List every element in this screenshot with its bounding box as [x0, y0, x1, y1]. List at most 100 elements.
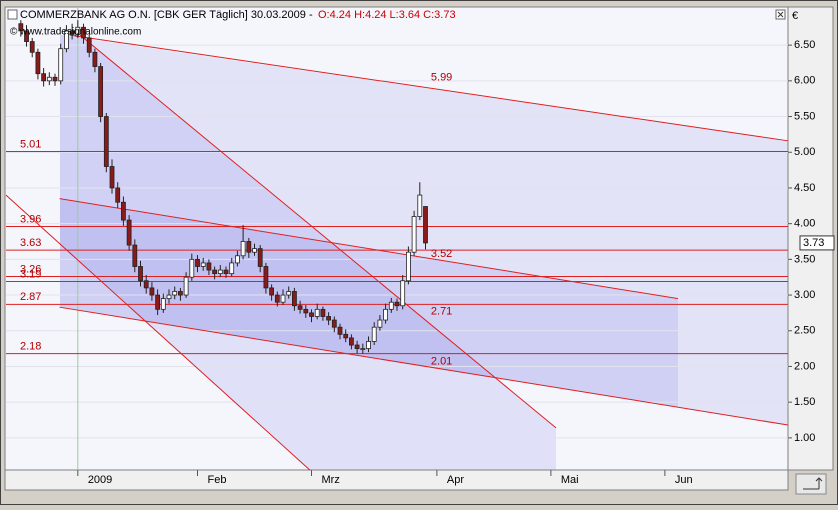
- candle-body: [229, 262, 235, 275]
- trend-line: [59, 198, 679, 300]
- trend-line: [69, 34, 789, 142]
- candle-body: [269, 287, 275, 296]
- candle-body: [405, 251, 411, 282]
- trend-label: 2.71: [431, 306, 452, 318]
- candle-body: [257, 248, 263, 267]
- y-tick-label: 2.00: [794, 360, 815, 372]
- candle-body: [172, 291, 178, 296]
- candle-body: [41, 73, 47, 82]
- candle-body: [35, 51, 41, 75]
- candle-body: [320, 308, 326, 317]
- candle-body: [115, 187, 121, 203]
- y-tick-label: 1.50: [794, 396, 815, 408]
- candle-body: [75, 26, 81, 35]
- candle-body: [423, 206, 428, 244]
- candle-body: [52, 76, 58, 82]
- candle-body: [274, 294, 280, 303]
- candle-body: [212, 269, 218, 275]
- y-tick-label: 1.00: [794, 432, 815, 444]
- y-tick-label: 5.00: [794, 146, 815, 158]
- y-axis-label: €: [792, 10, 798, 22]
- candle-body: [86, 37, 92, 53]
- candle-body: [29, 41, 35, 53]
- candle-body: [200, 262, 206, 267]
- price-box: [799, 235, 835, 251]
- trend-label: 5.99: [431, 71, 452, 83]
- candle-body: [326, 316, 332, 321]
- candle-body: [349, 337, 354, 346]
- candle-body: [183, 276, 189, 296]
- candle-body: [223, 269, 229, 275]
- candle-body: [263, 266, 269, 289]
- candle-body: [178, 291, 183, 296]
- y-tick-label: 6.00: [794, 75, 815, 87]
- candle-body: [69, 30, 75, 35]
- candle-body: [98, 66, 104, 117]
- candle-body: [394, 301, 400, 307]
- candle-body: [417, 194, 423, 217]
- trend-line: [5, 194, 311, 471]
- candle-body: [58, 48, 64, 82]
- chart-title: COMMERZBANK AG O.N. [CBK GER Täglich] 30…: [20, 9, 313, 21]
- candle-body: [303, 308, 309, 314]
- x-tick-label: Apr: [447, 474, 464, 486]
- candle-body: [149, 287, 155, 296]
- candle-body: [103, 116, 109, 167]
- horizontal-line-label: 3.19: [20, 268, 41, 280]
- x-tick-label: Mai: [561, 474, 579, 486]
- channel-shade: [60, 35, 556, 470]
- zoom-button[interactable]: [795, 473, 827, 495]
- trend-line: [79, 34, 557, 429]
- zoom-icon: [803, 477, 823, 490]
- candle-body: [126, 219, 132, 246]
- candle-body: [166, 294, 172, 300]
- candle-body: [360, 348, 366, 351]
- trend-label: 2.01: [431, 356, 452, 368]
- candle-body: [132, 244, 138, 267]
- y-tick-label: 3.00: [794, 289, 815, 301]
- candle-body: [18, 23, 24, 32]
- y-tick-label: 4.50: [794, 182, 815, 194]
- trend-label: 3.52: [431, 248, 452, 260]
- watermark: © www.tradesignalonline.com: [10, 27, 141, 38]
- y-tick-label: 5.50: [794, 110, 815, 122]
- menu-icon[interactable]: [7, 9, 18, 20]
- candle-body: [109, 166, 115, 189]
- price-box-label: 3.73: [803, 237, 824, 249]
- candle-body: [217, 269, 223, 275]
- candle-body: [121, 201, 126, 221]
- candle-body: [240, 241, 246, 257]
- horizontal-line-label: 3.26: [20, 263, 41, 275]
- candle-body: [138, 266, 143, 282]
- candle-body: [64, 30, 69, 50]
- channel-shade: [60, 199, 678, 407]
- candle-body: [354, 344, 360, 350]
- candle-body: [24, 30, 29, 42]
- candle-body: [343, 333, 349, 339]
- candle-body: [331, 319, 337, 328]
- candle-body: [411, 216, 417, 253]
- horizontal-line-label: 3.63: [20, 237, 41, 249]
- chart-subtitle: O:4.24 H:4.24 L:3.64 C:3.73: [318, 9, 456, 21]
- y-tick-label: 2.50: [794, 325, 815, 337]
- candle-body: [314, 308, 320, 317]
- candle-body: [246, 241, 252, 253]
- horizontal-line-label: 2.87: [20, 291, 41, 303]
- candle-body: [388, 301, 394, 310]
- candle-body: [155, 294, 161, 310]
- candle-body: [92, 51, 98, 67]
- candle-body: [309, 312, 314, 317]
- horizontal-line-label: 5.01: [20, 138, 41, 150]
- candle-body: [46, 76, 52, 82]
- candle-body: [297, 305, 303, 310]
- y-tick-label: 3.50: [794, 253, 815, 265]
- x-tick-label: Jun: [675, 474, 693, 486]
- chart-layer: 1.00 1.50 2.00 2.50 3.00 3.50 4.00 4.50 5.00 5.50…: [5, 8, 835, 486]
- x-tick-label: 2009: [88, 474, 112, 486]
- y-tick-label: 6.50: [794, 39, 815, 51]
- candle-body: [286, 291, 292, 296]
- candle-body: [143, 280, 149, 289]
- candle-body: [206, 262, 212, 271]
